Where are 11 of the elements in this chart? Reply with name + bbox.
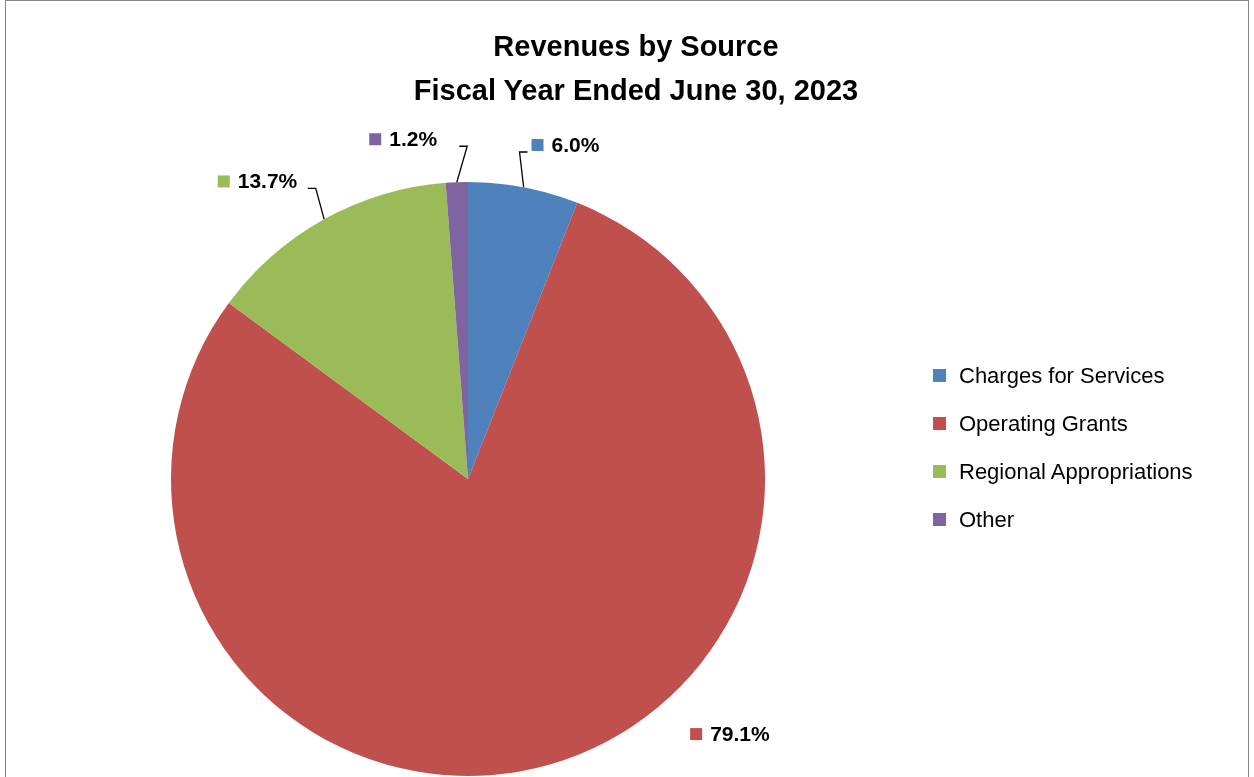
chart-subtitle: Fiscal Year Ended June 30, 2023 — [413, 74, 859, 106]
legend-label: Regional Appropriations — [959, 459, 1193, 484]
legend-label: Charges for Services — [959, 363, 1165, 388]
data-label: 13.7% — [237, 169, 298, 193]
data-label: 79.1% — [710, 722, 771, 746]
data-label: 6.0% — [551, 133, 600, 156]
legend-label: Operating Grants — [959, 411, 1128, 436]
pie-slice — [468, 182, 578, 479]
data-label: 1.2% — [389, 127, 438, 151]
legend-label: Other — [959, 507, 1015, 532]
chart-title: Revenues by Source — [493, 30, 779, 62]
